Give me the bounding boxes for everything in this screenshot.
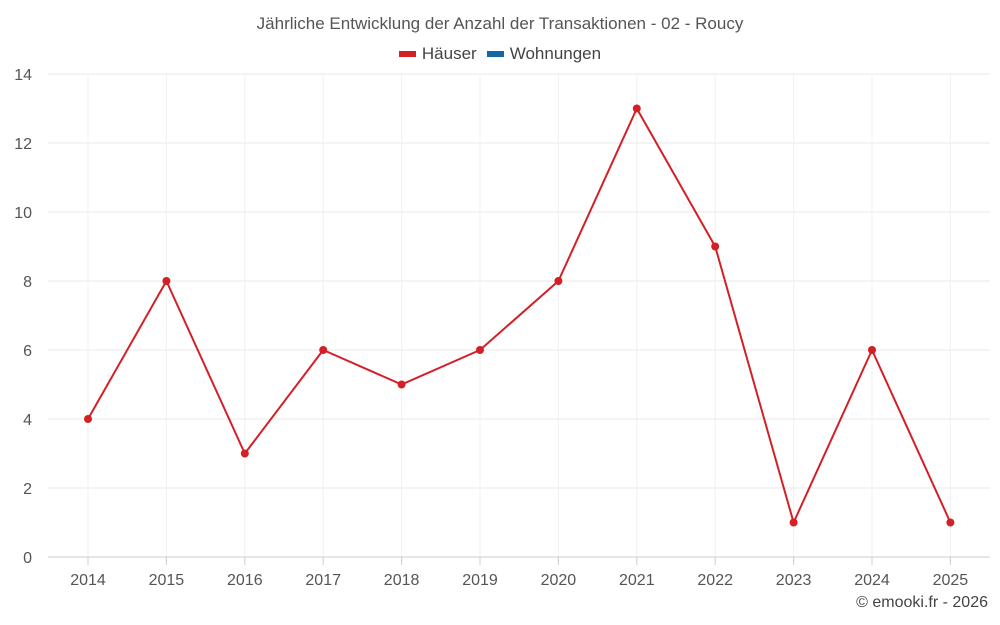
x-tick-label: 2017 <box>305 572 341 589</box>
data-point <box>554 277 563 285</box>
credit-text: © emooki.fr - 2026 <box>856 594 988 611</box>
legend-label-haeuser: Häuser <box>421 44 477 63</box>
grid <box>48 73 990 557</box>
legend-swatch-haeuser <box>398 51 416 57</box>
data-point <box>632 104 641 113</box>
x-tick-label: 2022 <box>697 572 733 589</box>
series-layer <box>84 104 955 527</box>
data-point <box>946 518 955 527</box>
y-tick-label: 10 <box>14 205 32 222</box>
y-tick-label: 14 <box>14 67 32 84</box>
x-tick-label: 2021 <box>619 572 655 589</box>
x-tick-label: 2019 <box>462 572 498 589</box>
x-tick-label: 2018 <box>384 572 420 589</box>
x-tick-label: 2016 <box>227 572 263 589</box>
y-tick-label: 8 <box>23 274 32 291</box>
legend-label-wohnungen: Wohnungen <box>509 44 602 63</box>
y-tick-label: 4 <box>23 412 32 429</box>
data-point <box>711 242 720 251</box>
y-tick-label: 0 <box>23 550 32 567</box>
data-point <box>476 346 484 354</box>
x-tick-label: 2014 <box>70 572 106 589</box>
data-point <box>789 518 798 527</box>
x-tick-label: 2024 <box>854 572 890 589</box>
x-tick-label: 2020 <box>541 572 577 589</box>
data-point <box>319 346 328 354</box>
x-tick-label: 2015 <box>149 572 185 589</box>
legend-item-haeuser[interactable]: Häuser <box>398 44 477 64</box>
legend: Häuser Wohnungen <box>0 44 1000 64</box>
data-point <box>84 415 92 423</box>
data-point <box>240 449 249 458</box>
y-tick-label: 2 <box>23 481 32 498</box>
y-tick-label: 6 <box>23 343 32 360</box>
x-tick-label: 2023 <box>776 572 812 589</box>
chart-title: Jährliche Entwicklung der Anzahl der Tra… <box>256 14 744 33</box>
series-line-0 <box>87 107 952 524</box>
legend-item-wohnungen[interactable]: Wohnungen <box>486 44 602 64</box>
x-tick-label: 2025 <box>933 572 969 589</box>
data-point <box>397 380 406 389</box>
legend-swatch-wohnungen <box>486 51 504 57</box>
y-tick-label: 12 <box>14 136 32 153</box>
axes: 0 2 4 6 8 10 12 14 2014 2015 2016 2017 2018 2019 2020 2… <box>14 67 990 589</box>
data-point <box>162 277 171 285</box>
data-point <box>868 346 876 354</box>
